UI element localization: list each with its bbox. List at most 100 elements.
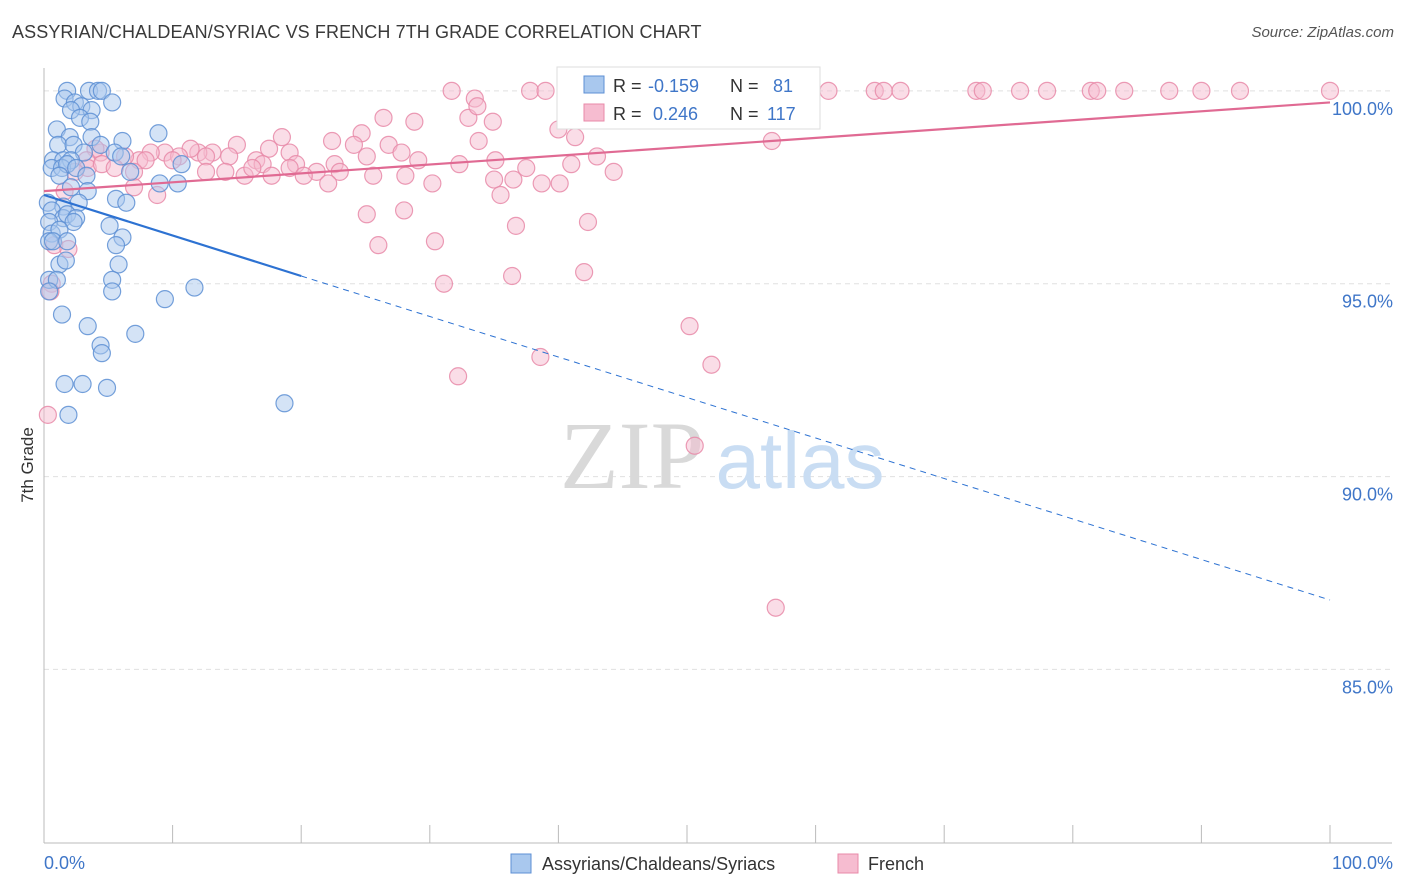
points-blue-point-72 [55,374,74,394]
legend-label-french: French [868,854,924,874]
assyrian-trend-dashed [301,275,1331,601]
series-legend: Assyrians/Chaldeans/Syriacs French [510,853,924,874]
points-blue-point-16 [149,124,168,143]
points-blue-point-68 [78,317,97,336]
points-pink-point-84 [504,170,523,189]
points-blue-point-65 [185,278,204,297]
points-blue-point-71 [92,344,111,363]
trend-lines [43,101,1331,601]
points-pink-point-16 [1037,81,1057,100]
points-pink-point-12 [891,81,910,100]
points-pink-point-32 [483,112,502,131]
points-blue-point-55 [58,232,77,251]
points-pink-point-34 [566,128,585,147]
french-points [38,81,1340,617]
points-blue-point-32 [121,162,140,181]
points-pink-point-35 [469,131,488,151]
points-blue-point-41 [117,193,136,212]
points-blue-point-5 [103,93,122,112]
points-pink-point-63 [392,143,411,162]
points-pink-point-97 [394,201,414,220]
stats-r-label-pink: R = [613,104,642,124]
stats-n-label-blue: N = [730,76,759,96]
points-blue-point-48 [64,212,83,232]
points-pink-point-67 [517,158,536,178]
points-pink-point-80 [364,166,383,185]
points-pink-point-108 [575,263,594,282]
points-pink-point-1 [521,81,540,100]
points-blue-point-76 [59,405,78,424]
x-tick-labels: 0.0% 100.0% [44,853,1393,873]
points-blue-point-75 [275,394,294,413]
stats-swatch-pink [583,103,605,122]
y-tick-label-2: 90.0% [1342,485,1393,505]
points-pink-point-21 [1192,81,1211,100]
points-pink-point-58 [220,147,239,166]
legend-swatch-french [837,853,859,874]
points-pink-point-72 [196,162,216,181]
legend-label-assyrians: Assyrians/Chaldeans/Syriacs [542,854,775,874]
points-pink-point-28 [374,108,393,127]
stats-r-value-pink: 0.246 [653,104,698,124]
assyrian-points [38,81,294,424]
points-pink-point-69 [587,147,607,166]
points-blue-point-58 [56,251,75,270]
points-pink-point-112 [448,367,468,386]
points-pink-point-70 [604,162,623,181]
chart-title: ASSYRIAN/CHALDEAN/SYRIAC VS FRENCH 7TH G… [12,22,702,42]
points-blue-point-49 [100,216,119,235]
points-pink-point-107 [503,266,522,286]
points-pink-point-20 [1160,81,1179,100]
points-blue-point-67 [52,305,72,324]
stats-n-label-pink: N = [730,104,759,124]
points-pink-point-85 [532,174,551,193]
points-blue-point-36 [61,178,81,197]
watermark: ZIP atlas [560,402,884,509]
points-pink-point-114 [766,598,785,617]
stats-r-label-blue: R = [613,76,642,96]
points-pink-point-38 [272,128,292,147]
points-blue-point-59 [109,255,128,274]
points-pink-point-83 [485,170,504,189]
y-axis-label: 7th Grade [18,427,37,503]
points-pink-point-81 [396,166,415,185]
x-tick-label-1: 100.0% [1332,853,1393,873]
source-credit: Source: ZipAtlas.com [1251,24,1394,41]
points-blue-point-56 [106,236,126,255]
x-tick-label-0: 0.0% [44,853,85,873]
points-blue-point-17 [49,135,68,154]
points-blue-point-64 [103,282,122,301]
watermark-zip: ZIP [560,402,704,509]
points-pink-point-86 [550,174,569,193]
stats-n-value-pink: 117 [767,104,796,124]
points-blue-point-63 [40,282,59,301]
points-pink-point-99 [578,212,598,232]
y-tick-label-0: 100.0% [1332,99,1393,119]
points-blue-point-66 [155,290,174,309]
points-pink-point-62 [357,147,376,166]
points-pink-point-0 [442,81,461,100]
points-pink-point-117 [294,166,313,185]
points-blue-point-69 [126,324,145,343]
points-blue-point-31 [77,166,96,185]
points-pink-point-109 [680,317,699,336]
points-pink-point-14 [973,81,992,100]
points-pink-point-98 [506,216,526,235]
stats-n-value-blue: 81 [773,76,793,96]
points-pink-point-65 [450,155,469,174]
y-tick-label-3: 85.0% [1342,677,1393,697]
y-tick-label-1: 95.0% [1342,292,1393,312]
points-pink-point-82 [423,174,442,193]
points-pink-point-11 [874,81,893,100]
points-pink-point-42 [259,139,279,158]
points-pink-point-101 [425,232,445,251]
points-pink-point-96 [357,205,376,224]
y-tick-labels: 100.0% 95.0% 90.0% 85.0% [1332,99,1393,698]
points-pink-point-93 [124,178,144,197]
points-pink-point-75 [243,158,262,178]
points-blue-point-74 [97,378,117,397]
legend-swatch-assyrians [510,853,532,874]
points-blue-point-19 [91,135,110,154]
points-pink-point-40 [344,135,364,154]
